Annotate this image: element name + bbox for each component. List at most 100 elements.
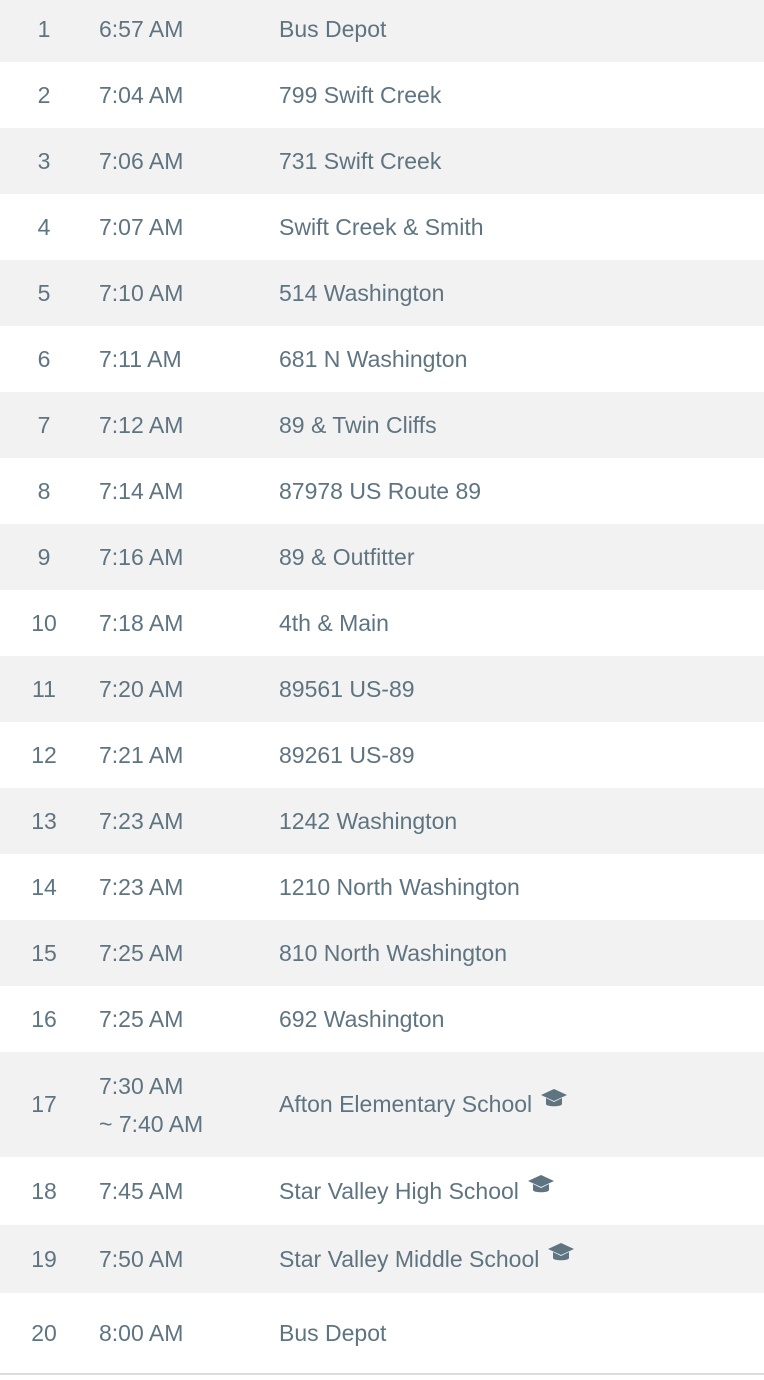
stop-time-cell: 7:06 AM (88, 142, 279, 180)
stop-number: 10 (31, 609, 57, 636)
stop-time-cell: 7:10 AM (88, 274, 279, 312)
stop-time-cell: 7:45 AM (88, 1172, 279, 1210)
stop-time-cell: 7:14 AM (88, 472, 279, 510)
stop-location: 89261 US-89 (279, 741, 415, 768)
stop-location-cell: 1242 Washington (279, 808, 764, 835)
stop-location-cell: 89561 US-89 (279, 676, 764, 703)
table-row: 14 7:23 AM 1210 North Washington (0, 854, 764, 920)
table-row: 18 7:45 AM Star Valley High School (0, 1157, 764, 1225)
stop-location-cell: Star Valley High School (279, 1175, 764, 1205)
table-row: 3 7:06 AM 731 Swift Creek (0, 128, 764, 194)
table-row: 10 7:18 AM 4th & Main (0, 590, 764, 656)
stop-time-cell: 7:11 AM (88, 340, 279, 378)
stop-number: 15 (31, 939, 57, 966)
stop-number: 16 (31, 1005, 57, 1032)
stop-number: 9 (37, 543, 51, 570)
stop-number: 2 (37, 81, 51, 108)
stop-location-cell: 1210 North Washington (279, 874, 764, 901)
stop-time-cell: 7:18 AM (88, 604, 279, 642)
stop-location: Star Valley High School (279, 1177, 519, 1204)
stop-location: Star Valley Middle School (279, 1245, 540, 1272)
stop-location-cell: 731 Swift Creek (279, 148, 764, 175)
stop-location-cell: 799 Swift Creek (279, 82, 764, 109)
stop-number: 6 (37, 345, 51, 372)
stop-location-cell: 692 Washington (279, 1006, 764, 1033)
stop-location: 1242 Washington (279, 807, 458, 834)
graduation-cap-icon (540, 1087, 568, 1111)
stop-number: 18 (31, 1177, 57, 1204)
table-row: 4 7:07 AM Swift Creek & Smith (0, 194, 764, 260)
stop-number: 3 (37, 147, 51, 174)
table-row: 16 7:25 AM 692 Washington (0, 986, 764, 1052)
stop-location-cell: 89261 US-89 (279, 742, 764, 769)
stop-time: 7:30 AM (99, 1072, 184, 1099)
stop-time-cell: 7:25 AM (88, 1000, 279, 1038)
stop-time-cell: 7:50 AM (88, 1240, 279, 1278)
table-row: 19 7:50 AM Star Valley Middle School (0, 1225, 764, 1293)
stop-time: 7:11 AM (99, 346, 182, 372)
stop-location: Afton Elementary School (279, 1091, 533, 1117)
stop-number: 14 (31, 873, 57, 900)
table-row: 12 7:21 AM 89261 US-89 (0, 722, 764, 788)
stop-number: 8 (37, 477, 51, 504)
stop-time-cell: 7:12 AM (88, 406, 279, 444)
stop-location-cell: Bus Depot (279, 16, 764, 43)
stop-time: 7:21 AM (99, 742, 184, 768)
stop-time-cell: 7:20 AM (88, 670, 279, 708)
stop-time-end: ~ 7:40 AM (99, 1110, 204, 1137)
stop-location: 810 North Washington (279, 939, 508, 966)
stop-location: 89 & Outfitter (279, 543, 415, 570)
stop-location: 692 Washington (279, 1005, 445, 1032)
graduation-cap-icon (527, 1173, 555, 1197)
table-row: 15 7:25 AM 810 North Washington (0, 920, 764, 986)
stop-time-cell: 6:57 AM (88, 10, 279, 48)
stop-time-cell: 7:30 AM ~ 7:40 AM (88, 1067, 279, 1143)
stop-time: 7:25 AM (99, 1006, 184, 1032)
stop-number: 17 (31, 1091, 57, 1117)
table-row: 5 7:10 AM 514 Washington (0, 260, 764, 326)
stop-time: 7:45 AM (99, 1178, 184, 1204)
stop-number: 19 (31, 1245, 57, 1272)
stop-time: 7:06 AM (99, 148, 184, 174)
stop-location: 731 Swift Creek (279, 147, 442, 174)
stop-time: 7:10 AM (99, 280, 184, 306)
stop-time: 7:50 AM (99, 1246, 184, 1272)
stop-number: 13 (31, 807, 57, 834)
stop-time-cell: 7:21 AM (88, 736, 279, 774)
stop-location: Bus Depot (279, 15, 387, 42)
stop-number: 4 (37, 213, 51, 240)
stop-time: 7:23 AM (99, 808, 184, 834)
stop-location-cell: Bus Depot (279, 1320, 764, 1347)
stop-time: 8:00 AM (99, 1320, 184, 1346)
stop-location-cell: Star Valley Middle School (279, 1243, 764, 1273)
stop-location: Bus Depot (279, 1319, 387, 1346)
stop-time: 7:14 AM (99, 478, 184, 504)
stop-location-cell: 87978 US Route 89 (279, 478, 764, 505)
stop-location: 514 Washington (279, 279, 445, 306)
graduation-cap-icon (547, 1241, 575, 1265)
table-row: 2 7:04 AM 799 Swift Creek (0, 62, 764, 128)
table-row: 8 7:14 AM 87978 US Route 89 (0, 458, 764, 524)
table-row: 6 7:11 AM 681 N Washington (0, 326, 764, 392)
stop-location-cell: 810 North Washington (279, 940, 764, 967)
stop-time: 7:23 AM (99, 874, 184, 900)
stop-location-cell: 89 & Twin Cliffs (279, 412, 764, 439)
stop-location-cell: 4th & Main (279, 610, 764, 637)
stop-time-cell: 7:16 AM (88, 538, 279, 576)
stop-location: 799 Swift Creek (279, 81, 442, 108)
stop-location-cell: Swift Creek & Smith (279, 214, 764, 241)
stop-time: 7:18 AM (99, 610, 184, 636)
stop-location: 87978 US Route 89 (279, 477, 482, 504)
stop-number: 5 (37, 279, 51, 306)
table-row: 17 7:30 AM ~ 7:40 AM Afton Elementary Sch… (0, 1052, 764, 1157)
stop-location-cell: 89 & Outfitter (279, 544, 764, 571)
stop-time-cell: 7:04 AM (88, 76, 279, 114)
table-row: 9 7:16 AM 89 & Outfitter (0, 524, 764, 590)
stop-location: 4th & Main (279, 609, 389, 636)
table-row: 7 7:12 AM 89 & Twin Cliffs (0, 392, 764, 458)
table-row: 20 8:00 AM Bus Depot (0, 1293, 764, 1373)
stop-number: 11 (32, 675, 56, 702)
stop-time-cell: 7:23 AM (88, 802, 279, 840)
stop-number: 1 (37, 15, 51, 42)
